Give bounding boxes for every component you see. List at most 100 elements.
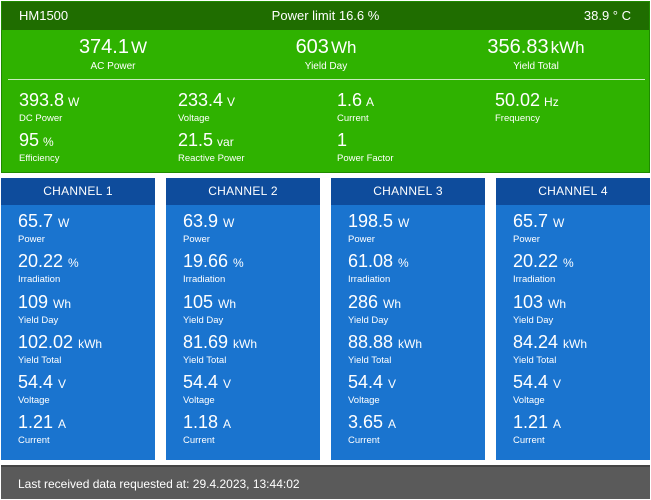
metric-unit: A — [366, 95, 375, 109]
channel-power: 63.9 W Power — [183, 210, 234, 245]
channel-irradiation: 19.66% Irradiation — [183, 250, 244, 285]
metric-label: Current — [18, 435, 50, 446]
metric-value: 603 — [295, 36, 329, 58]
metric-label: Irradiation — [513, 274, 556, 285]
channel-yield-day: 109 Wh Yield Day — [18, 291, 71, 326]
metric-label: Yield Total — [183, 355, 227, 366]
summary-divider — [8, 79, 645, 80]
metric-label: Voltage — [513, 395, 545, 406]
metric-label: Yield Total — [348, 355, 392, 366]
metric-unit: Wh — [330, 38, 357, 57]
metric-label: Yield Total — [513, 355, 557, 366]
channel-power: 65.7 W Power — [18, 210, 69, 245]
metric-label: Power — [183, 234, 210, 245]
metric-value: 54.4 — [348, 372, 384, 392]
inverter-name: HM1500 — [19, 8, 69, 23]
channel-power: 198.5 W Power — [348, 210, 409, 245]
metric-unit: V — [223, 377, 232, 391]
metric-label: Irradiation — [18, 274, 61, 285]
metric-value: 102.02 — [18, 332, 74, 352]
inverter-card: Power limit 16.6 % HM1500 38.9 ° C 374.1… — [1, 1, 650, 173]
metric-unit: % — [43, 135, 54, 149]
metric-label: Yield Day — [513, 315, 554, 326]
channel-yield-day: 103 Wh Yield Day — [513, 291, 566, 326]
inverter-summary: 374.1 W AC Power 603 Wh Yield Day 356.83 kW… — [2, 34, 649, 78]
metric-value: 84.24 — [513, 332, 559, 352]
metric-label: Yield Day — [304, 61, 348, 72]
metric-unit: W — [131, 38, 148, 57]
metric-value: 88.88 — [348, 332, 394, 352]
channel-title: CHANNEL 3 — [331, 178, 485, 205]
metric-label: Yield Day — [348, 315, 389, 326]
channel-current: 1.18 A Current — [183, 411, 231, 446]
channel-voltage: 54.4 V Voltage — [18, 371, 66, 406]
metric-label: DC Power — [19, 113, 63, 124]
channel-yield-total: 81.69 kWh Yield Total — [183, 331, 257, 366]
metric-label: Voltage — [183, 395, 215, 406]
metric-value: 356.83 — [487, 36, 549, 58]
metric-value: 81.69 — [183, 332, 229, 352]
channel-yield-day: 105 Wh Yield Day — [183, 291, 236, 326]
channel-irradiation: 61.08% Irradiation — [348, 250, 409, 285]
metric-unit: W — [553, 216, 565, 230]
metric-value: 20.22 — [513, 251, 559, 271]
metric-unit: Wh — [53, 297, 72, 311]
metric-label: Current — [183, 435, 215, 446]
metric-label: Voltage — [178, 113, 210, 124]
metric-value: 19.66 — [183, 251, 229, 271]
metric-value: 95 — [19, 130, 40, 150]
metric-unit: A — [58, 417, 67, 431]
metric-value: 1.21 — [513, 412, 549, 432]
metric-label: Irradiation — [183, 274, 226, 285]
metric-label: Yield Total — [513, 61, 559, 72]
metric-label: AC Power — [90, 61, 136, 72]
metric-unit: kWh — [78, 337, 103, 351]
metric-value: 54.4 — [513, 372, 549, 392]
metric-unit: W — [223, 216, 235, 230]
metric-unit: kWh — [550, 38, 585, 57]
metric-label: Current — [348, 435, 380, 446]
channel-voltage: 54.4 V Voltage — [513, 371, 561, 406]
metric-value: 65.7 — [513, 211, 549, 231]
yield-day-metric: 603 Wh Yield Day — [218, 34, 434, 73]
channel-current: 3.65 A Current — [348, 411, 396, 446]
metric-label: Yield Total — [18, 355, 62, 366]
metric-unit: A — [388, 417, 397, 431]
metric-label: Power — [348, 234, 375, 245]
metric-value: 1.21 — [18, 412, 54, 432]
power-factor-metric: 1 Power Factor — [337, 129, 492, 165]
metric-unit: W — [68, 95, 80, 109]
power-limit: Power limit 16.6 % — [271, 8, 380, 23]
voltage-metric: 233.4 V Voltage — [178, 89, 333, 125]
metric-unit: % — [398, 256, 409, 270]
yield-total-metric: 356.83 kWh Yield Total — [428, 34, 644, 73]
channel-power: 65.7 W Power — [513, 210, 564, 245]
metric-value: 54.4 — [183, 372, 219, 392]
metric-label: Power Factor — [337, 153, 394, 164]
channel-card-4: CHANNEL 4 65.7 W Power 20.22% Irradiation 1… — [496, 178, 650, 460]
metric-label: Frequency — [495, 113, 540, 124]
channel-irradiation: 20.22% Irradiation — [18, 250, 79, 285]
metric-label: Current — [513, 435, 545, 446]
metric-unit: Wh — [218, 297, 237, 311]
channel-card-1: CHANNEL 1 65.7 W Power 20.22% Irradiation 1… — [1, 178, 155, 460]
metric-value: 1.18 — [183, 412, 219, 432]
metric-unit: kWh — [563, 337, 588, 351]
metric-label: Current — [337, 113, 369, 124]
metric-value: 63.9 — [183, 211, 219, 231]
frequency-metric: 50.02 Hz Frequency — [495, 89, 650, 125]
channel-yield-day: 286 Wh Yield Day — [348, 291, 401, 326]
efficiency-metric: 95% Efficiency — [19, 129, 174, 165]
metric-value: 54.4 — [18, 372, 54, 392]
channel-card-3: CHANNEL 3 198.5 W Power 61.08% Irradiation … — [331, 178, 485, 460]
metric-unit: var — [217, 135, 234, 149]
channel-title: CHANNEL 2 — [166, 178, 320, 205]
metric-value: 109 — [18, 292, 49, 312]
metric-unit: kWh — [233, 337, 258, 351]
status-footer: Last received data requested at: 29.4.20… — [1, 465, 650, 499]
inverter-header: Power limit 16.6 % HM1500 38.9 ° C — [2, 2, 649, 30]
channel-irradiation: 20.22% Irradiation — [513, 250, 574, 285]
metric-unit: Hz — [544, 95, 559, 109]
metric-unit: A — [553, 417, 562, 431]
metric-unit: V — [58, 377, 67, 391]
